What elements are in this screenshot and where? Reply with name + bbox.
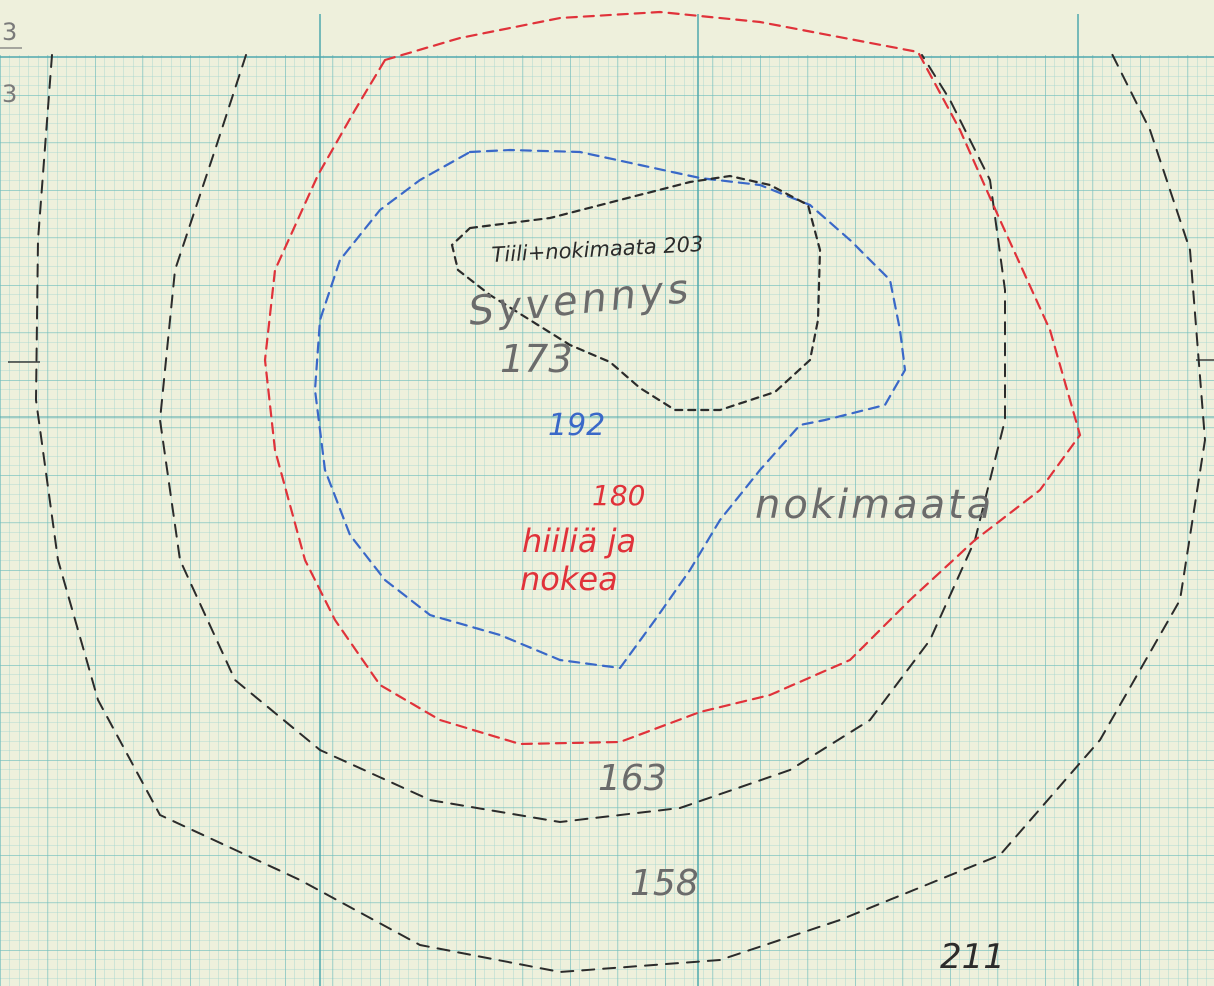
label-163: 163 bbox=[598, 758, 667, 799]
reference-lines bbox=[0, 14, 1214, 986]
label-158: 158 bbox=[630, 863, 699, 904]
label-hiilia-ja: hiiliä ja bbox=[522, 522, 636, 560]
label-192: 192 bbox=[548, 408, 605, 443]
graph-grid bbox=[0, 55, 1214, 986]
label-211: 211 bbox=[940, 937, 1005, 977]
label-180: 180 bbox=[592, 479, 645, 512]
label-nokimaata: nokimaata bbox=[755, 482, 994, 528]
label-nokea: nokea bbox=[520, 560, 618, 598]
contour-180-red bbox=[263, 10, 1082, 746]
label-173: 173 bbox=[500, 337, 573, 381]
corner-label-top: 3 bbox=[2, 18, 17, 46]
contour-syvennys bbox=[450, 174, 822, 412]
contour-163 bbox=[158, 54, 1006, 824]
contour-192-blue bbox=[313, 148, 907, 670]
corner-label-bottom: 3 bbox=[2, 80, 17, 108]
contour-158-outer bbox=[34, 49, 1207, 974]
